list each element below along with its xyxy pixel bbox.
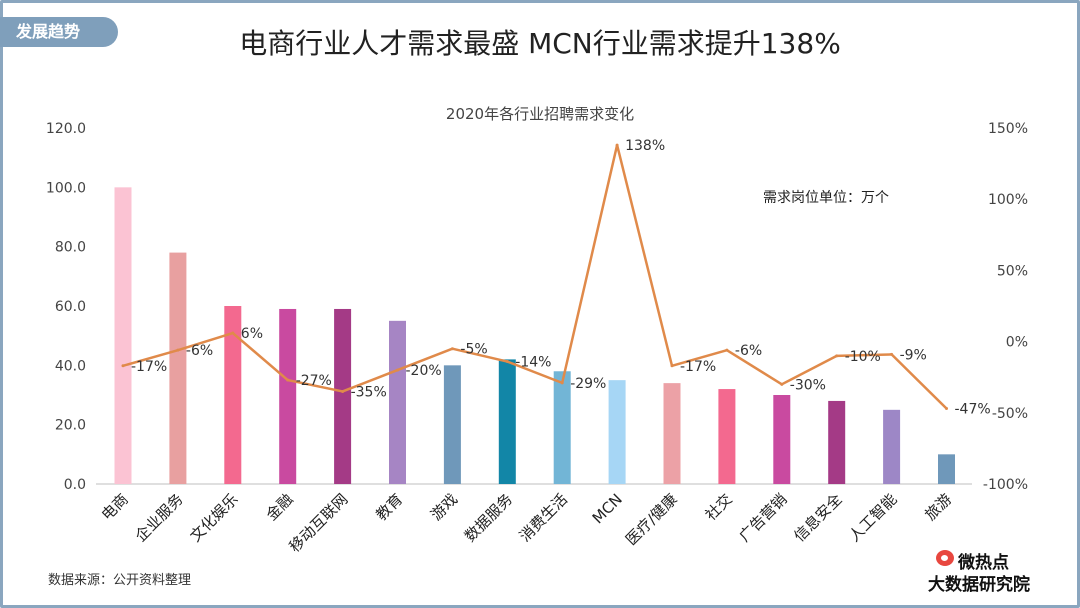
bar [773,395,791,484]
unit-annotation: 需求岗位单位：万个 [763,190,889,206]
line-point [945,407,948,411]
growth-data-label: -6% [186,343,213,359]
x-tick-label: 企业服务 [132,490,187,545]
y-right-tick-label: 50% [997,263,1028,279]
line-point [341,389,345,393]
bar [938,454,955,484]
bar [114,187,132,485]
x-tick-label: 社交 [702,490,736,524]
line-point [450,347,454,351]
bar [498,359,516,484]
weibo-logo-icon [936,550,954,566]
bar [443,365,461,484]
x-tick-label: 金融 [263,490,297,524]
x-tick-label: 人工智能 [845,490,900,545]
line-point [615,143,619,147]
line-point [670,364,674,368]
x-tick-label: 旅游 [921,490,955,524]
y-right-tick-label: -100% [983,477,1028,493]
x-tick-label: 医疗/健康 [622,490,681,549]
growth-data-label: -14% [515,355,551,371]
y-right-tick-label: 150% [988,121,1028,137]
growth-data-label: -30% [790,377,826,393]
y-right-tick-label: 0% [1006,335,1028,351]
y-left-tick-label: 80.0 [55,240,86,256]
growth-data-label: -17% [680,359,716,375]
bar [663,383,681,484]
bar [334,308,352,484]
y-left-tick-label: 40.0 [55,358,86,374]
growth-data-label: -5% [460,342,487,358]
line-point [176,348,180,352]
line-point [560,381,564,385]
bar [553,371,571,484]
growth-data-label: -20% [406,363,442,379]
logo: 微热点 大数据研究院 [928,548,1058,595]
line-point [505,360,509,364]
x-tick-label: 文化娱乐 [186,490,241,545]
growth-data-label: -10% [845,349,881,365]
growth-data-label: -47% [955,402,991,418]
x-tick-label: MCN [589,490,626,527]
page-title: 电商行业人才需求最盛 MCN行业需求提升138% [239,27,841,60]
growth-line [122,143,948,410]
line-point [725,348,729,352]
bar [224,306,242,484]
bar [718,389,736,484]
chart-title: 2020年各行业招聘需求变化 [446,105,634,123]
x-tick-label: 广告营销 [735,490,790,545]
bar [608,380,626,484]
bar [883,409,901,484]
y-left-tick-label: 20.0 [55,418,86,434]
section-tag: 发展趋势 [0,17,118,47]
y-left-tick-label: 100.0 [46,180,86,196]
y-right-tick-label: -50% [992,406,1028,422]
x-tick-label: 信息安全 [790,490,845,545]
growth-data-label: 6% [241,326,263,342]
line-point [780,382,784,386]
line-point [890,352,894,356]
line-point [286,378,290,382]
x-tick-label: 电商 [98,490,132,524]
y-left-tick-label: 120.0 [46,121,86,137]
x-tick-label: 消费生活 [516,490,571,545]
line-point [231,331,235,335]
growth-data-label: -17% [131,359,167,375]
x-tick-label: 数据服务 [461,490,516,545]
bar [169,252,187,484]
bar [828,400,846,484]
x-tick-label: 游戏 [427,490,461,524]
bar [279,308,297,484]
y-left-tick-label: 0.0 [64,477,86,493]
y-left-tick-label: 60.0 [55,299,86,315]
bar [389,320,406,484]
growth-data-label: -27% [296,373,332,389]
growth-data-label: -35% [351,384,387,400]
line-point [121,364,125,368]
logo-line2: 大数据研究院 [928,575,1030,595]
growth-data-label: -9% [900,347,927,363]
x-tick-label: 教育 [372,490,406,524]
growth-data-label: -6% [735,343,762,359]
logo-line1: 微热点 [958,553,1009,573]
growth-data-label: -29% [570,376,606,392]
line-point [396,368,399,372]
growth-data-label: 138% [625,138,665,154]
y-right-tick-label: 100% [988,192,1028,208]
line-point [835,354,839,358]
x-tick-label: 移动互联网 [286,490,352,556]
data-source: 数据来源：公开资料整理 [48,573,192,588]
